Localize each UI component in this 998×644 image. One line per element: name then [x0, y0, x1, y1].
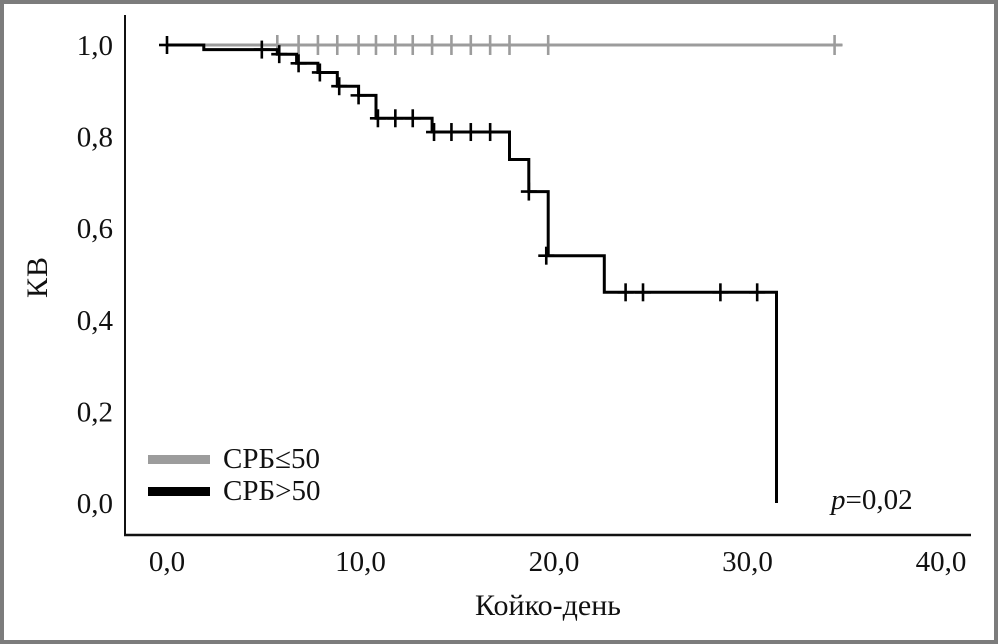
p-value-annotation: p=0,02 [831, 484, 913, 517]
legend-swatch-gray-line [148, 454, 210, 464]
y-axis-title: КВ [21, 255, 54, 299]
x-tick-label: 30,0 [722, 546, 773, 578]
x-tick-label: 10,0 [335, 546, 386, 578]
y-tick-label: 0,8 [77, 122, 113, 154]
p-value-symbol: p [831, 484, 846, 516]
x-tick-label: 0,0 [149, 546, 185, 578]
legend: СРБ≤50 СРБ>50 [148, 443, 320, 507]
y-tick-label: 0,6 [77, 213, 113, 245]
legend-swatch-black-line [148, 486, 210, 496]
x-tick-label: 20,0 [529, 546, 580, 578]
x-axis-title: Койко-день [475, 589, 621, 622]
x-tick-label: 40,0 [916, 546, 967, 578]
y-tick-label: 1,0 [77, 30, 113, 62]
y-tick-label: 0,2 [77, 396, 113, 428]
y-tick-label: 0,0 [77, 488, 113, 520]
p-value-text: =0,02 [845, 484, 913, 516]
legend-entry-srb-le-50: СРБ≤50 [148, 443, 320, 475]
legend-label: СРБ>50 [223, 474, 321, 507]
legend-entry-srb-gt-50: СРБ>50 [148, 475, 320, 507]
survival-curve-series-1 [167, 43, 778, 503]
y-tick-label: 0,4 [77, 305, 114, 337]
legend-label: СРБ≤50 [223, 442, 321, 475]
